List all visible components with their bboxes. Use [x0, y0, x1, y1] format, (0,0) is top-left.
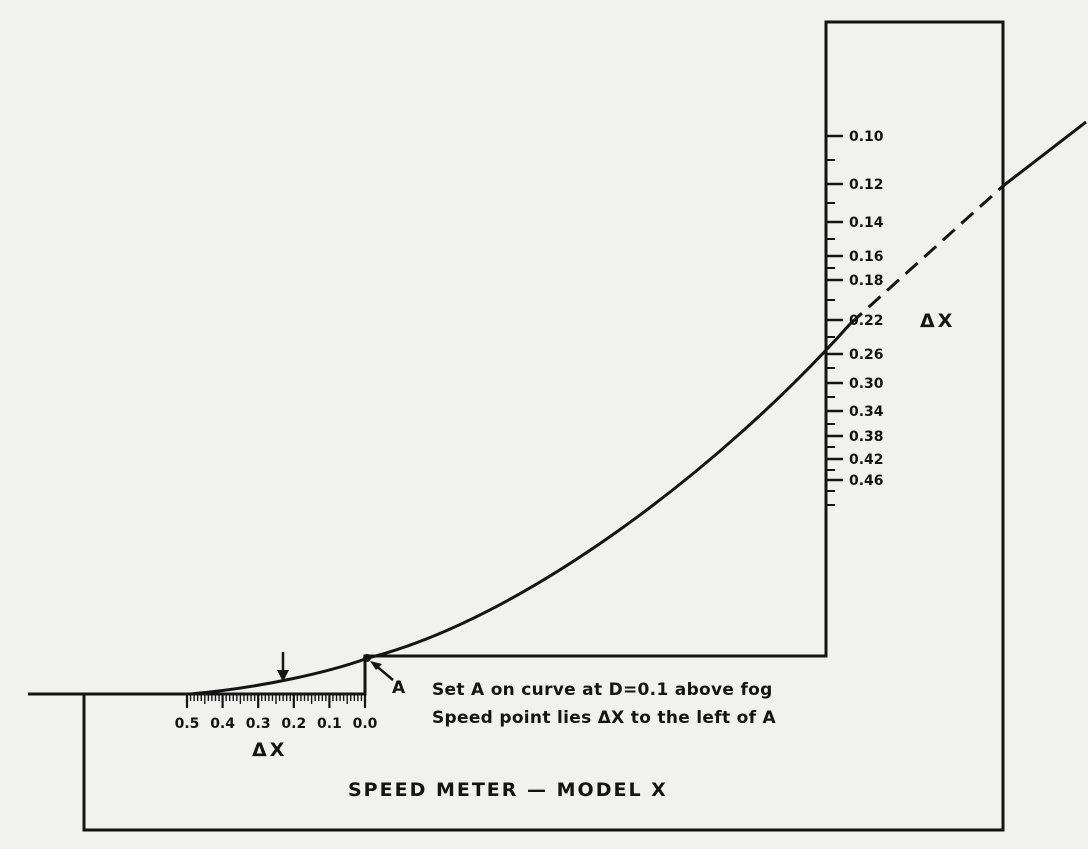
curve-exterior-segment [1002, 120, 1087, 188]
vertical-scale-label-5: 0.22 [849, 313, 884, 329]
vertical-scale-label-8: 0.34 [849, 404, 884, 420]
vertical-scale-label-4: 0.18 [849, 273, 884, 289]
point-a-arrow [370, 661, 394, 681]
horizontal-scale-label-2: 0.3 [246, 716, 271, 732]
vertical-scale-label: ΔX [920, 310, 955, 332]
horizontal-scale-label: ΔX [252, 739, 287, 761]
vertical-scale-label-2: 0.14 [849, 215, 884, 231]
vertical-scale-label-11: 0.46 [849, 473, 884, 489]
note-line-2: Speed point lies ΔX to the left of A [432, 708, 776, 728]
point-a-label: A [392, 678, 406, 698]
characteristic-curve [189, 323, 852, 696]
vertical-scale-label-9: 0.38 [849, 429, 884, 445]
horizontal-scale-label-0: 0.5 [175, 716, 200, 732]
vertical-scale-label-7: 0.30 [849, 376, 884, 392]
vertical-scale-label-3: 0.16 [849, 249, 884, 265]
horizontal-scale-label-5: 0.0 [353, 716, 378, 732]
vertical-scale-label-6: 0.26 [849, 347, 884, 363]
horizontal-scale-label-3: 0.2 [281, 716, 306, 732]
vertical-scale: 0.10 0.12 0.14 0.16 0.18 0.22 0.26 0.30 0.34 0.38… [826, 129, 884, 506]
vertical-scale-label-1: 0.12 [849, 177, 884, 193]
horizontal-scale-label-4: 0.1 [317, 716, 342, 732]
speed-point-arrow [277, 652, 289, 682]
vertical-scale-label-0: 0.10 [849, 129, 884, 145]
horizontal-scale-label-1: 0.4 [210, 716, 235, 732]
horizontal-scale: 0.5 0.4 0.3 0.2 0.1 0.0 [175, 694, 378, 732]
vertical-scale-label-10: 0.42 [849, 452, 884, 468]
meter-title: SPEED METER — MODEL X [348, 779, 668, 801]
curve-dashed-segment [848, 184, 1005, 326]
note-line-1: Set A on curve at D=0.1 above fog [432, 680, 773, 700]
point-a-marker [363, 654, 371, 662]
